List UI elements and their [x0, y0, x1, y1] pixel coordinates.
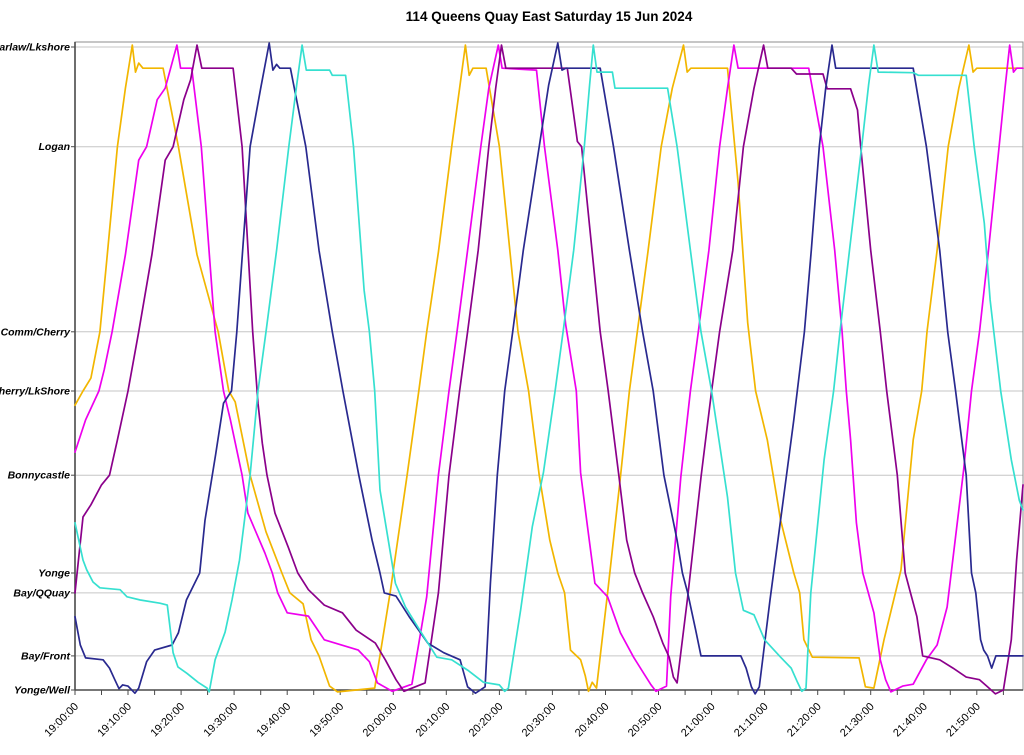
x-tick-label: 20:10:00: [414, 701, 453, 740]
station-label-carlaw-lkshore: Carlaw/Lkshore: [0, 42, 70, 54]
station-label-comm-cherry: Comm/Cherry: [1, 326, 72, 338]
x-tick-label: 21:30:00: [838, 701, 877, 740]
x-tick-label: 19:00:00: [42, 701, 81, 740]
station-label-bay-front: Bay/Front: [21, 650, 71, 662]
station-labels: Carlaw/Lkshore Logan Comm/Cherry Cherry/LkS…: [0, 42, 75, 697]
x-tick-label: 21:10:00: [732, 701, 771, 740]
x-tick-label: 19:40:00: [255, 701, 294, 740]
x-tick-label: 21:40:00: [891, 701, 930, 740]
x-tick-label: 20:00:00: [361, 701, 400, 740]
x-tick-label: 21:00:00: [679, 701, 718, 740]
station-label-cherry-lkshore: Cherry/LkShore: [0, 386, 70, 398]
vehicle-traces: [74, 42, 1024, 695]
x-tick-label: 20:40:00: [573, 701, 612, 740]
station-label-bay-qquay: Bay/QQuay: [13, 587, 71, 599]
chart-title: 114 Queens Quay East Saturday 15 Jun 202…: [406, 9, 693, 24]
station-label-yonge-well: Yonge/Well: [14, 685, 71, 697]
x-tick-label: 20:30:00: [520, 701, 559, 740]
series-line-vehicle-navy: [74, 42, 1024, 695]
x-tick-label: 19:30:00: [201, 701, 240, 740]
x-tick-label: 20:50:00: [626, 701, 665, 740]
station-label-yonge: Yonge: [38, 568, 70, 580]
station-label-bonnycastle: Bonnycastle: [8, 470, 71, 482]
series-line-vehicle-magenta: [74, 44, 1024, 693]
x-tick-label: 19:10:00: [95, 701, 134, 740]
x-tick-label: 19:50:00: [308, 701, 347, 740]
axes: [74, 42, 1023, 691]
x-tick-label: 21:20:00: [785, 701, 824, 740]
x-ticks: 19:00:00 19:10:00 19:20:00 19:30:00 19:40:00…: [42, 690, 1004, 740]
series-line-vehicle-gold: [74, 44, 1024, 693]
series-line-vehicle-purple: [74, 44, 1024, 695]
x-tick-label: 19:20:00: [148, 701, 187, 740]
x-tick-label: 20:20:00: [467, 701, 506, 740]
station-label-logan: Logan: [39, 141, 71, 153]
series-line-vehicle-cyan: [74, 44, 1024, 693]
x-tick-label: 21:50:00: [944, 701, 983, 740]
